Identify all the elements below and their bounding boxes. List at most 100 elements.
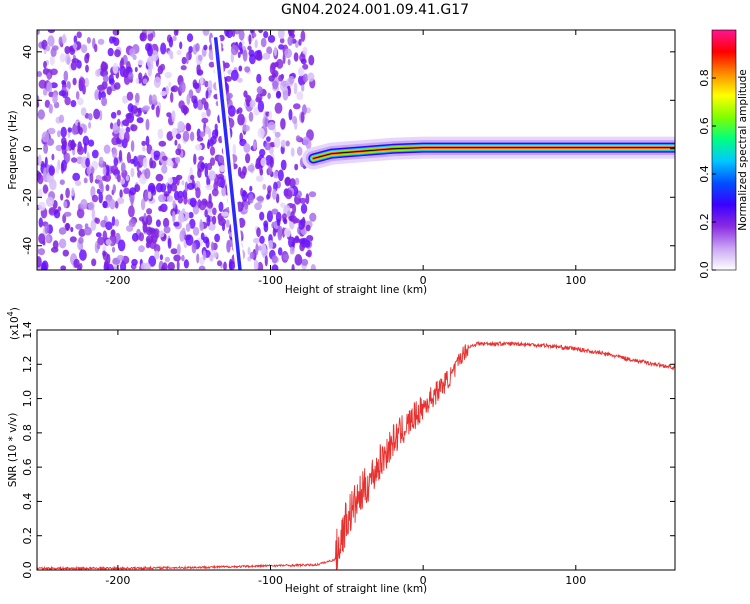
noise-blob: [119, 178, 126, 185]
noise-blob: [204, 166, 209, 178]
noise-blob: [86, 166, 92, 175]
noise-blob: [82, 84, 86, 95]
noise-blob: [112, 147, 118, 159]
noise-blob: [89, 172, 94, 184]
noise-blob: [106, 253, 111, 266]
noise-blob: [62, 249, 69, 257]
snr-panel: -200 -100 0 100 0.0 0.2 0.4 0.6 0.8 1.0 1.2 1.4 He…: [6, 307, 676, 595]
snr-x-tick-label: 100: [565, 574, 586, 587]
noise-blob: [37, 188, 43, 199]
noise-blob: [71, 187, 75, 197]
noise-blob: [88, 201, 95, 211]
noise-blob: [37, 256, 42, 268]
noise-blob: [120, 162, 126, 174]
noise-blob: [134, 92, 140, 103]
noise-blob: [170, 86, 175, 92]
noise-blob: [211, 188, 219, 197]
noise-blob: [192, 79, 198, 88]
colorbar-gradient: [711, 29, 737, 271]
snr-x-tick-label: 0: [420, 574, 427, 587]
noise-blob: [299, 197, 307, 204]
noise-blob: [308, 191, 317, 198]
snr-y-tick-label: 0.0: [21, 561, 34, 579]
noise-blob: [161, 155, 168, 161]
noise-blob: [153, 150, 161, 158]
noise-blob: [38, 233, 46, 245]
snr-frame: [36, 329, 676, 571]
noise-blob: [245, 153, 251, 164]
noise-blob: [138, 245, 145, 253]
noise-blob: [282, 227, 286, 238]
noise-blob: [59, 53, 66, 63]
noise-blob: [148, 255, 157, 267]
noise-blob: [145, 235, 154, 244]
noise-blob: [37, 30, 40, 35]
noise-blob: [243, 90, 248, 98]
noise-blob: [174, 139, 178, 146]
noise-blob: [241, 191, 248, 202]
noise-blob: [309, 212, 317, 222]
noise-blob: [127, 103, 134, 113]
noise-blob: [95, 232, 102, 238]
noise-blob: [83, 177, 88, 184]
noise-blob: [262, 52, 271, 60]
noise-blob: [47, 30, 56, 34]
noise-blob: [43, 60, 47, 69]
noise-blob: [111, 246, 116, 253]
snr-x-tick-label: -200: [105, 574, 130, 587]
noise-blob: [94, 217, 98, 223]
noise-blob: [130, 124, 138, 132]
noise-blob: [277, 225, 283, 238]
noise-blob: [98, 191, 103, 204]
noise-blob: [112, 184, 117, 194]
noise-blob: [287, 35, 294, 46]
noise-blob: [151, 104, 155, 110]
noise-blob: [67, 127, 73, 133]
noise-blob: [274, 131, 281, 138]
noise-blob: [310, 264, 316, 270]
noise-blob: [305, 224, 311, 232]
noise-blob: [125, 113, 133, 119]
noise-blob: [259, 235, 265, 244]
snr-x-tick-label: -100: [258, 574, 283, 587]
noise-blob: [268, 75, 275, 82]
noise-blob: [143, 212, 147, 222]
noise-blob: [160, 90, 167, 97]
noise-blob: [274, 102, 283, 114]
noise-blob: [72, 172, 81, 182]
noise-blob: [46, 81, 53, 93]
noise-blob: [276, 218, 281, 227]
noise-blob: [257, 261, 264, 270]
noise-blob: [63, 70, 69, 82]
noise-blob: [128, 72, 134, 80]
noise-blob: [120, 57, 125, 66]
noise-blob: [70, 142, 77, 148]
noise-blob: [176, 174, 180, 186]
noise-blob: [146, 30, 152, 35]
noise-blob: [102, 245, 107, 252]
noise-blob: [285, 140, 290, 147]
noise-blob: [37, 71, 43, 77]
noise-blob: [225, 219, 230, 228]
noise-blob: [292, 115, 297, 125]
noise-blob: [284, 227, 291, 238]
noise-blob: [257, 127, 265, 139]
noise-blob: [205, 184, 214, 191]
noise-blob: [84, 53, 90, 64]
spectrogram-x-tick-label: 0: [420, 274, 427, 287]
noise-blob: [175, 30, 179, 36]
noise-blob: [198, 200, 207, 211]
snr-x-label: Height of straight line (km): [285, 583, 427, 595]
noise-blob: [306, 249, 312, 258]
noise-blob: [90, 219, 97, 231]
noise-blob: [267, 190, 271, 200]
noise-blob: [266, 46, 273, 55]
noise-blob: [99, 109, 103, 121]
noise-blob: [271, 208, 279, 215]
noise-blob: [38, 248, 45, 256]
noise-blob: [238, 30, 245, 41]
noise-blob: [117, 197, 125, 205]
noise-blob: [117, 239, 126, 252]
noise-blob: [238, 65, 243, 72]
noise-blob: [237, 77, 243, 83]
